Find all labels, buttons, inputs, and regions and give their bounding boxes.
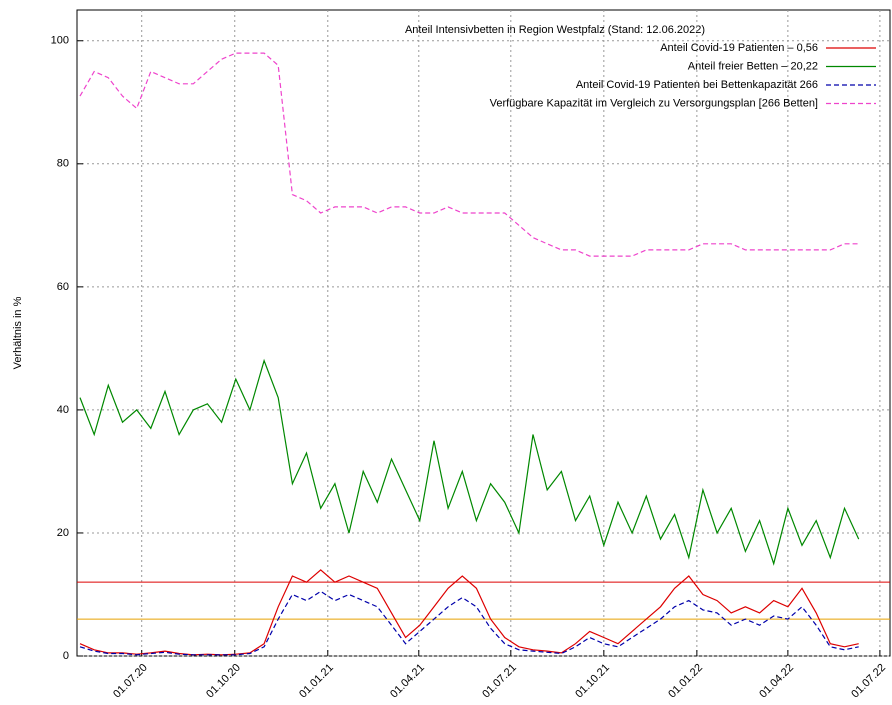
y-tick-label: 20 xyxy=(57,527,69,539)
y-tick-label: 80 xyxy=(57,158,69,170)
legend-label: Anteil Covid-19 Patienten bei Bettenkapa… xyxy=(576,79,818,91)
legend-label: Anteil Covid-19 Patienten – 0,56 xyxy=(660,42,818,54)
x-tick-label: 01.07.22 xyxy=(849,662,888,701)
y-tick-label: 0 xyxy=(63,650,69,662)
x-tick-label: 01.04.22 xyxy=(757,662,796,701)
series-line xyxy=(79,358,860,566)
legend-label: Anteil freier Betten – 20,22 xyxy=(688,60,818,72)
x-tick-label: 01.04.21 xyxy=(388,662,427,701)
x-tick-label: 01.07.21 xyxy=(480,662,519,701)
x-tick-label: 01.07.20 xyxy=(111,662,150,701)
x-tick-label: 01.10.21 xyxy=(573,662,612,701)
x-tick-label: 01.10.20 xyxy=(204,662,243,701)
legend-title: Anteil Intensivbetten in Region Westpfal… xyxy=(405,24,705,36)
y-tick-label: 100 xyxy=(51,35,69,47)
series-line xyxy=(79,590,859,656)
x-tick-label: 01.01.22 xyxy=(666,662,705,701)
series-line xyxy=(79,52,859,257)
y-tick-label: 40 xyxy=(57,404,69,416)
y-axis-label: Verhältnis in % xyxy=(12,296,24,369)
y-tick-label: 60 xyxy=(57,281,69,293)
x-tick-label: 01.01.21 xyxy=(297,662,336,701)
legend-label: Verfügbare Kapazität im Vergleich zu Ver… xyxy=(490,97,818,109)
